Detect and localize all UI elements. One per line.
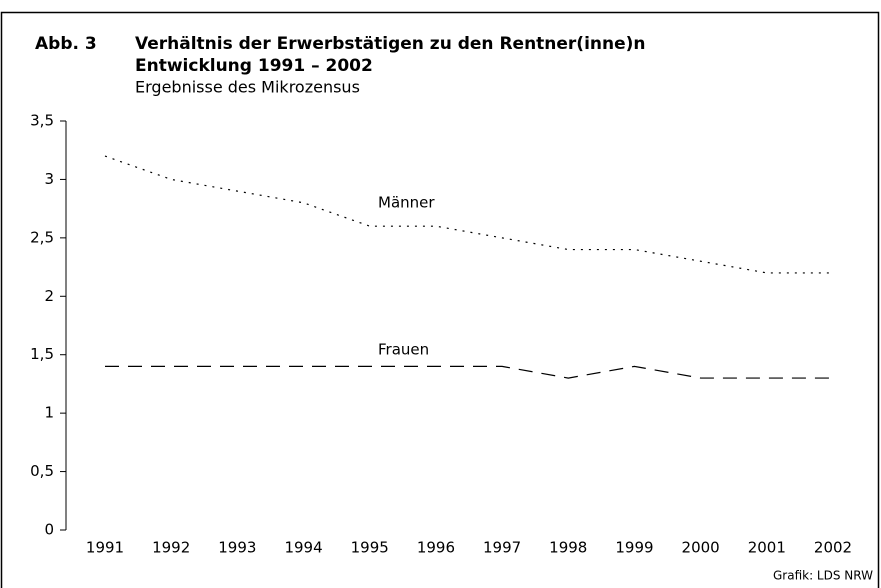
y-tick-label: 1	[44, 404, 54, 422]
y-tick-label: 2	[44, 287, 54, 305]
series-line	[104, 155, 833, 274]
x-tick-label: 1996	[417, 539, 455, 557]
chart-note: Ergebnisse des Mikrozensus	[135, 78, 360, 97]
x-tick-label: 2002	[814, 539, 852, 557]
figure-label: Abb. 3	[35, 34, 97, 54]
y-tick-label: 2,5	[30, 228, 54, 246]
y-tick-label: 0	[44, 521, 54, 539]
x-tick-label: 2000	[682, 539, 720, 557]
frame	[0, 11, 880, 588]
x-tick-label: 1994	[284, 539, 322, 557]
x-tick-label: 2001	[748, 539, 786, 557]
x-tick-label: 1995	[351, 539, 389, 557]
chart-subtitle: Entwicklung 1991 – 2002	[135, 56, 373, 76]
chart-title: Verhältnis der Erwerbstätigen zu den Ren…	[135, 34, 646, 54]
x-tick-label: 1992	[152, 539, 190, 557]
y-tick-label: 1,5	[30, 345, 54, 363]
series-label: Männer	[378, 194, 435, 212]
y-tick-label: 3	[44, 170, 54, 188]
series-label: Frauen	[378, 341, 429, 359]
x-tick-label: 1991	[86, 539, 124, 557]
x-tick-label: 1998	[549, 539, 587, 557]
series-line	[105, 365, 833, 379]
x-tick-label: 1997	[483, 539, 521, 557]
source: Grafik: LDS NRW	[773, 569, 873, 583]
x-tick-label: 1999	[615, 539, 653, 557]
x-tick-label: 1993	[218, 539, 256, 557]
y-tick-label: 3,5	[30, 112, 54, 130]
y-tick-label: 0,5	[30, 462, 54, 480]
